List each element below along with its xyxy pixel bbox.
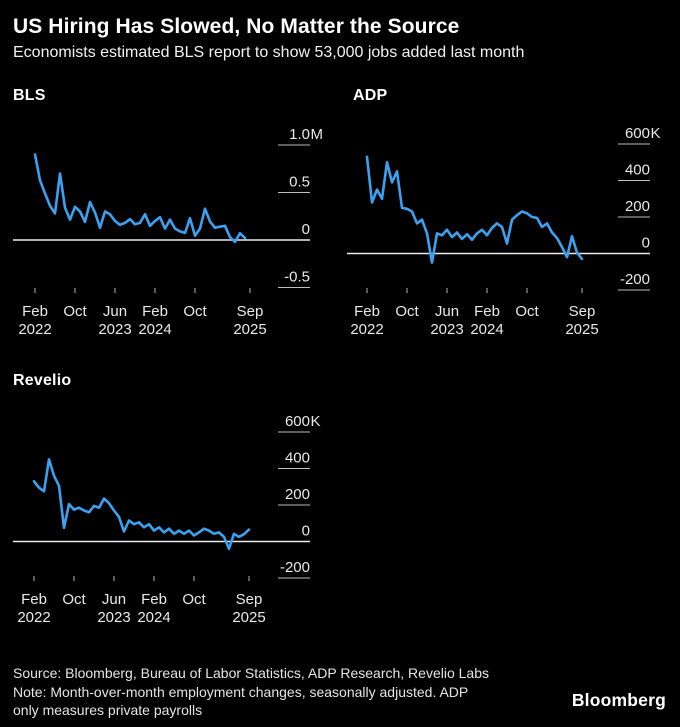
panel-title-adp: ADP xyxy=(353,87,388,104)
page-title: US Hiring Has Slowed, No Matter the Sour… xyxy=(13,15,460,38)
x-axis-label-month: Feb xyxy=(141,591,167,608)
x-axis-label-year: 2022 xyxy=(17,609,50,626)
chart-header: US Hiring Has Slowed, No Matter the Sour… xyxy=(13,14,663,63)
x-axis-label-month: Feb xyxy=(142,303,168,320)
y-axis-label: 0.5 xyxy=(289,174,310,191)
x-axis-label-month: Feb xyxy=(22,303,48,320)
x-axis-label-year: 2022 xyxy=(18,321,51,338)
y-axis-label: 200 xyxy=(285,486,310,503)
y-axis-unit-suffix: K xyxy=(311,413,321,430)
x-axis-label-year: 2024 xyxy=(470,321,503,338)
chart-panel-revelio: Revelio 600 K 400 200 0 -200 Feb 2022 Oct Jun 2023… xyxy=(0,370,340,645)
x-axis-label-month: Oct xyxy=(63,303,87,320)
y-axis-label: 400 xyxy=(285,450,310,467)
x-axis-label-month: Feb xyxy=(474,303,500,320)
chart-panel-adp: ADP 600 K 400 200 0 -200 Feb 2022 Oct Jun 2023 Feb 2… xyxy=(340,85,680,355)
panel-title-bls: BLS xyxy=(13,87,46,104)
x-axis-label-year: 2023 xyxy=(430,321,463,338)
x-axis-label-month: Feb xyxy=(354,303,380,320)
x-axis-label-year: 2025 xyxy=(233,321,266,338)
y-axis-label: 0 xyxy=(302,523,310,540)
x-axis-label-month: Oct xyxy=(182,591,206,608)
x-axis-label-year: 2023 xyxy=(97,609,130,626)
chart-footnotes: Source: Bloomberg, Bureau of Labor Stati… xyxy=(13,664,573,720)
page-subtitle: Economists estimated BLS report to show … xyxy=(13,44,525,61)
x-axis-label-month: Oct xyxy=(395,303,419,320)
x-axis-label-month: Oct xyxy=(62,591,86,608)
y-axis-label: 0 xyxy=(642,235,650,252)
x-axis-label-month: Feb xyxy=(21,591,47,608)
y-axis-label: 200 xyxy=(625,198,650,215)
x-axis-label-month: Sep xyxy=(569,303,596,320)
x-axis-label-year: 2024 xyxy=(137,609,170,626)
source-note: Source: Bloomberg, Bureau of Labor Stati… xyxy=(13,665,489,681)
panel-title-revelio: Revelio xyxy=(13,372,72,389)
x-axis-label-year: 2022 xyxy=(350,321,383,338)
data-line-revelio xyxy=(32,458,251,551)
y-axis-label: -200 xyxy=(620,271,650,288)
x-axis-label-month: Oct xyxy=(515,303,539,320)
y-axis-label: -200 xyxy=(280,559,310,576)
x-axis-label-year: 2024 xyxy=(138,321,171,338)
x-axis-label-month: Jun xyxy=(435,303,459,320)
y-axis-label: 0 xyxy=(302,221,310,238)
y-axis-label: 1.0 xyxy=(289,126,310,143)
x-axis-label-month: Oct xyxy=(183,303,207,320)
chart-panel-bls: BLS 1.0 M 0.5 0 -0.5 Feb 2022 Oct Jun 2023 Feb 2024… xyxy=(0,85,340,355)
x-axis-label-year: 2023 xyxy=(98,321,131,338)
x-axis-label-month: Sep xyxy=(237,303,264,320)
bloomberg-logo: Bloomberg xyxy=(571,690,666,710)
y-axis-label: 400 xyxy=(625,162,650,179)
data-line-bls xyxy=(33,153,247,244)
x-axis-label-month: Jun xyxy=(103,303,127,320)
y-axis-label: 600 xyxy=(285,413,310,430)
y-axis-label: 600 xyxy=(625,125,650,142)
y-axis-label: -0.5 xyxy=(284,269,310,286)
y-axis-unit-suffix: M xyxy=(311,126,324,143)
data-line-adp xyxy=(365,155,584,264)
x-axis-label-month: Sep xyxy=(236,591,263,608)
x-axis-label-year: 2025 xyxy=(565,321,598,338)
x-axis-label-year: 2025 xyxy=(232,609,265,626)
y-axis-unit-suffix: K xyxy=(651,125,661,142)
methodology-note-line2: only measures private payrolls xyxy=(13,702,203,718)
methodology-note-line1: Note: Month-over-month employment change… xyxy=(13,683,469,700)
x-axis-label-month: Jun xyxy=(102,591,126,608)
